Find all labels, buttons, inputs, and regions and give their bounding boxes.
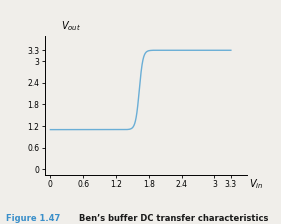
Text: Ben’s buffer DC transfer characteristics: Ben’s buffer DC transfer characteristics — [79, 214, 268, 223]
Text: Figure 1.47: Figure 1.47 — [6, 214, 60, 223]
Text: $V_{\mathregular{out}}$: $V_{\mathregular{out}}$ — [61, 19, 81, 33]
Text: $V_{\mathregular{in}}$: $V_{\mathregular{in}}$ — [249, 177, 264, 191]
